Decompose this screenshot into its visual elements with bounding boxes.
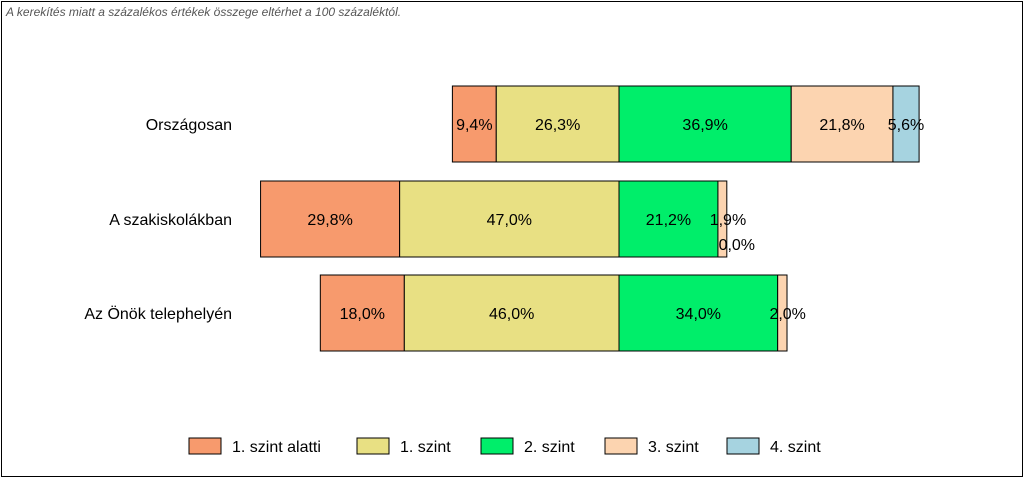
bar-segment-2-szint-az-onok-telephelyen (618, 274, 779, 352)
bar-segment-1-szint-az-onok-telephelyen (403, 274, 620, 352)
value-label-1-szint-alatti-a-szakiskolakban: 29,8% (307, 212, 352, 229)
value-label-3-szint-az-onok-telephelyen: 2,0% (769, 306, 805, 323)
legend-swatch-4-szint (726, 437, 760, 455)
value-label-3-szint-a-szakiskolakban: 1,9% (710, 212, 746, 229)
category-label-orszagosan: Országosan (146, 117, 232, 134)
legend-swatch-1-szint (356, 437, 390, 455)
value-label-4-szint-a-szakiskolakban: 0,0% (719, 237, 755, 254)
value-label-2-szint-az-onok-telephelyen: 34,0% (676, 306, 721, 323)
value-label-2-szint-a-szakiskolakban: 21,2% (646, 212, 691, 229)
value-label-1-szint-orszagosan: 26,3% (535, 117, 580, 134)
legend: 1. szint alatti 1. szint 2. szint 3. szint 4… (188, 437, 821, 456)
value-label-1-szint-alatti-orszagosan: 9,4% (456, 117, 492, 134)
bar-segment-3-szint-a-szakiskolakban (717, 180, 728, 258)
value-label-1-szint-alatti-az-onok-telephelyen: 18,0% (340, 306, 385, 323)
legend-swatch-3-szint (604, 437, 638, 455)
bar-segment-1-szint-orszagosan (495, 85, 620, 163)
category-label-a-szakiskolakban: A szakiskolákban (109, 212, 232, 229)
bar-segment-1-szint-alatti-a-szakiskolakban (260, 180, 401, 258)
legend-swatch-1-szint-alatti (188, 437, 222, 455)
legend-label-1-szint-alatti: 1. szint alatti (232, 439, 321, 456)
legend-label-3-szint: 3. szint (648, 439, 699, 456)
category-label-az-onok-telephelyen: Az Önök telephelyén (84, 305, 232, 323)
bar-segment-3-szint-az-onok-telephelyen (777, 274, 788, 352)
legend-item-1-szint-alatti: 1. szint alatti (188, 437, 321, 456)
legend-label-2-szint: 2. szint (524, 439, 575, 456)
legend-item-3-szint: 3. szint (604, 437, 699, 456)
legend-swatch-2-szint (480, 437, 514, 455)
legend-item-1-szint: 1. szint (356, 437, 451, 456)
bar-segment-1-szint-alatti-az-onok-telephelyen (319, 274, 405, 352)
value-label-2-szint-orszagosan: 36,9% (682, 117, 727, 134)
legend-item-4-szint: 4. szint (726, 437, 821, 456)
bar-segment-2-szint-a-szakiskolakban (618, 180, 719, 258)
value-label-1-szint-az-onok-telephelyen: 46,0% (489, 306, 534, 323)
legend-label-4-szint: 4. szint (770, 439, 821, 456)
bar-segment-4-szint-orszagosan (892, 85, 920, 163)
legend-label-1-szint: 1. szint (400, 439, 451, 456)
value-label-3-szint-orszagosan: 21,8% (819, 117, 864, 134)
legend-item-2-szint: 2. szint (480, 437, 575, 456)
bar-segment-1-szint-a-szakiskolakban (399, 180, 620, 258)
value-label-4-szint-orszagosan: 5,6% (888, 117, 924, 134)
value-label-1-szint-a-szakiskolakban: 47,0% (487, 212, 532, 229)
rounding-note: A kerekítés miatt a százalékos értékek ö… (6, 5, 402, 19)
bars-layer (260, 85, 920, 352)
labels-layer: Országosan 9,4% 26,3% 36,9% 21,8% 5,6% A szaki… (84, 117, 924, 323)
